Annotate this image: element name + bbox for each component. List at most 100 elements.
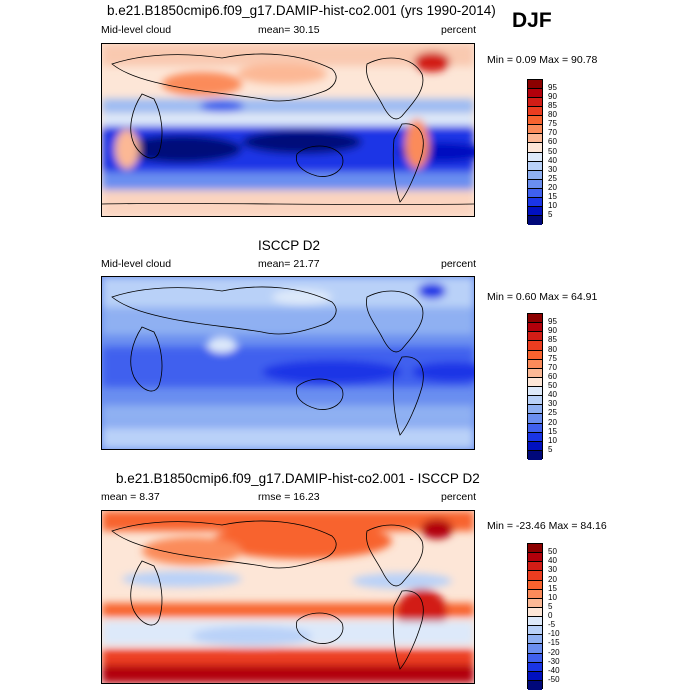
- colorbar-tick-label: 70: [548, 128, 557, 138]
- colorbar-swatch: [528, 170, 542, 180]
- colorbar-tick-label: 90: [548, 326, 557, 336]
- colorbar-swatch: [528, 432, 542, 442]
- colorbar-swatch: [528, 589, 542, 599]
- colorbar-tick-label: 85: [548, 335, 557, 345]
- colorbar-swatch: [528, 161, 542, 171]
- colorbar-swatch: [528, 671, 542, 681]
- colorbar-swatch: [528, 368, 542, 378]
- colorbar-swatch: [528, 134, 542, 144]
- panel2-colorbar: [527, 313, 543, 460]
- panel3-units-label: percent: [441, 491, 477, 503]
- panel1-mean-label: mean= 30.15: [258, 24, 320, 36]
- colorbar-tick-label: 30: [548, 164, 557, 174]
- colorbar-swatch: [528, 323, 542, 333]
- colorbar-swatch: [528, 441, 542, 451]
- colorbar-swatch: [528, 314, 542, 324]
- panel2-units-label: percent: [441, 258, 477, 270]
- colorbar-swatch: [528, 116, 542, 126]
- colorbar-swatch: [528, 450, 542, 460]
- colorbar-swatch: [528, 341, 542, 351]
- colorbar-swatch: [528, 544, 542, 554]
- panel3-map: [101, 510, 475, 684]
- colorbar-swatch: [528, 580, 542, 590]
- colorbar-swatch: [528, 377, 542, 387]
- colorbar-tick-label: 15: [548, 426, 557, 436]
- colorbar-tick-label: 20: [548, 182, 557, 192]
- panel3-minmax-label: Min = -23.46 Max = 84.16: [487, 520, 607, 532]
- colorbar-tick-label: 95: [548, 317, 557, 327]
- colorbar-swatch: [528, 188, 542, 198]
- colorbar-tick-label: 50: [548, 146, 557, 156]
- colorbar-swatch: [528, 644, 542, 654]
- colorbar-tick-label: 30: [548, 565, 557, 575]
- colorbar-swatch: [528, 206, 542, 216]
- colorbar-tick-label: 30: [548, 399, 557, 409]
- panel3-rmse-label: rmse = 16.23: [258, 491, 320, 503]
- colorbar-swatch: [528, 553, 542, 563]
- colorbar-tick-label: 5: [548, 209, 553, 219]
- colorbar-tick-label: 60: [548, 137, 557, 147]
- colorbar-swatch: [528, 107, 542, 117]
- colorbar-swatch: [528, 98, 542, 108]
- colorbar-tick-label: 40: [548, 556, 557, 566]
- colorbar-swatch: [528, 571, 542, 581]
- panel1-minmax-label: Min = 0.09 Max = 90.78: [487, 54, 598, 66]
- colorbar-tick-label: 5: [548, 444, 553, 454]
- panel3-coastlines: [111, 520, 424, 670]
- panel3-colorbar: [527, 543, 543, 690]
- panel2-mean-label: mean= 21.77: [258, 258, 320, 270]
- colorbar-swatch: [528, 387, 542, 397]
- colorbar-swatch: [528, 414, 542, 424]
- colorbar-tick-label: 20: [548, 417, 557, 427]
- colorbar-tick-label: 50: [548, 381, 557, 390]
- colorbar-swatch: [528, 359, 542, 369]
- colorbar-swatch: [528, 635, 542, 645]
- colorbar-tick-label: 5: [548, 601, 553, 611]
- panel2-minmax-label: Min = 0.60 Max = 64.91: [487, 291, 598, 303]
- colorbar-swatch: [528, 125, 542, 135]
- panel2-title: ISCCP D2: [258, 238, 321, 253]
- panel2-map: [101, 276, 475, 450]
- colorbar-tick-label: 0: [548, 611, 553, 620]
- colorbar-swatch: [528, 179, 542, 189]
- panel1-map-field: [102, 44, 474, 216]
- colorbar-tick-label: 25: [548, 408, 557, 418]
- panel1-colorbar: [527, 79, 543, 225]
- colorbar-swatch: [528, 350, 542, 360]
- colorbar-tick-label: 85: [548, 101, 557, 111]
- colorbar-tick-label: 10: [548, 200, 557, 210]
- colorbar-tick-label: -5: [548, 620, 556, 630]
- colorbar-tick-label: 10: [548, 592, 557, 602]
- colorbar-swatch: [528, 653, 542, 663]
- panel2-map-field: [102, 277, 474, 449]
- colorbar-tick-label: -30: [548, 656, 560, 666]
- colorbar-swatch: [528, 80, 542, 90]
- panel1-variable-label: Mid-level cloud: [101, 24, 172, 36]
- colorbar-swatch: [528, 89, 542, 99]
- panel3-map-field: [102, 511, 474, 683]
- colorbar-tick-label: 80: [548, 344, 557, 354]
- panel3-title: b.e21.B1850cmip6.f09_g17.DAMIP-hist-co2.…: [116, 471, 480, 486]
- colorbar-tick-label: 20: [548, 574, 557, 584]
- colorbar-tick-label: -40: [548, 665, 560, 675]
- colorbar-swatch: [528, 562, 542, 572]
- season-label: DJF: [512, 9, 552, 32]
- colorbar-swatch: [528, 405, 542, 415]
- colorbar-tick-label: 75: [548, 119, 557, 129]
- colorbar-tick-label: -15: [548, 638, 560, 648]
- panel3-mean-label: mean = 8.37: [101, 491, 160, 503]
- panel1-title: b.e21.B1850cmip6.f09_g17.DAMIP-hist-co2.…: [107, 3, 496, 18]
- colorbar-tick-label: -20: [548, 647, 560, 657]
- colorbar-tick-label: 80: [548, 110, 557, 120]
- colorbar-swatch: [528, 197, 542, 207]
- colorbar-swatch: [528, 332, 542, 342]
- colorbar-tick-label: 15: [548, 191, 557, 201]
- colorbar-tick-label: 15: [548, 583, 557, 593]
- colorbar-tick-label: 95: [548, 83, 557, 93]
- colorbar-tick-label: 50: [548, 547, 557, 557]
- colorbar-tick-label: 10: [548, 435, 557, 445]
- colorbar-swatch: [528, 396, 542, 406]
- colorbar-tick-label: 70: [548, 362, 557, 372]
- panel2-variable-label: Mid-level cloud: [101, 258, 172, 270]
- colorbar-tick-label: -10: [548, 629, 560, 639]
